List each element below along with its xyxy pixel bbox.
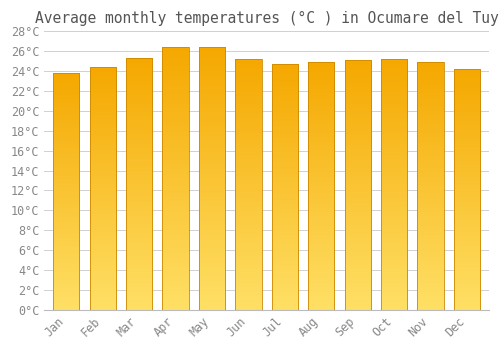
Bar bbox=[308, 62, 334, 310]
Bar bbox=[126, 58, 152, 310]
Bar bbox=[381, 59, 407, 310]
Bar bbox=[418, 62, 444, 310]
Bar bbox=[344, 60, 371, 310]
Bar bbox=[454, 69, 480, 310]
Bar bbox=[199, 47, 225, 310]
Title: Average monthly temperatures (°C ) in Ocumare del Tuy: Average monthly temperatures (°C ) in Oc… bbox=[35, 11, 498, 26]
Bar bbox=[90, 67, 116, 310]
Bar bbox=[236, 59, 262, 310]
Bar bbox=[272, 64, 298, 310]
Bar bbox=[53, 73, 80, 310]
Bar bbox=[162, 47, 188, 310]
